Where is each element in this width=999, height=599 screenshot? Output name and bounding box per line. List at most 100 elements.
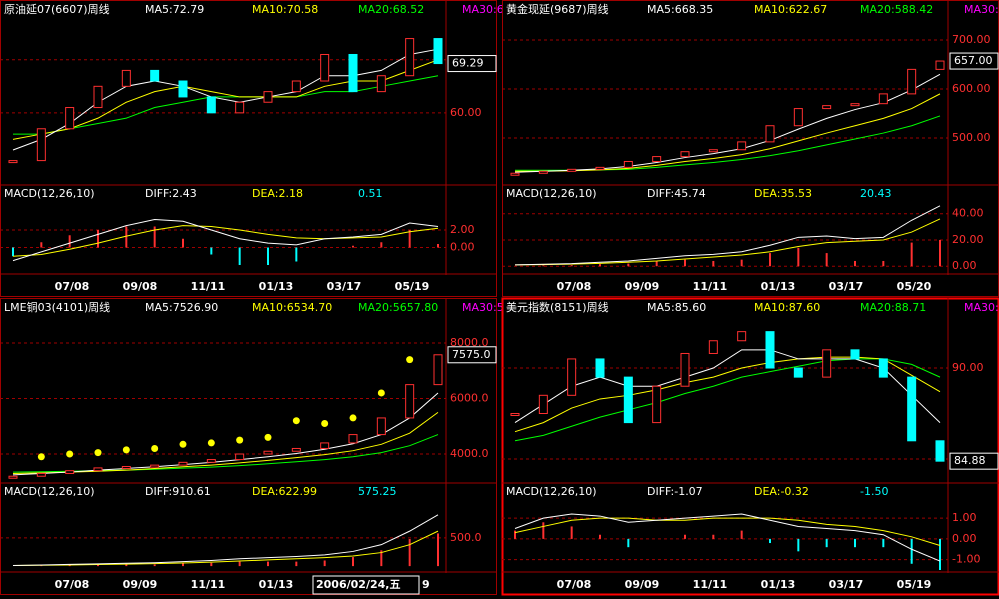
y-tick-label: -1.00 — [952, 553, 980, 566]
x-tick-label: 03/17 — [829, 578, 864, 591]
candle — [8, 160, 18, 164]
candle — [737, 331, 747, 342]
ma-label: MA20:588.42 — [860, 3, 933, 16]
macd-line — [12, 225, 439, 257]
candle — [822, 105, 832, 110]
sar-dot — [37, 453, 45, 461]
ma-label: MA30:5 — [964, 3, 999, 16]
macd-label: DEA:-0.32 — [754, 485, 809, 498]
x-tick-label: 05/20 — [897, 280, 932, 293]
sar-dot — [321, 419, 329, 427]
candle — [595, 358, 605, 378]
y-tick-label: 2.00 — [450, 223, 475, 236]
ma-line — [12, 59, 439, 140]
candle — [348, 434, 358, 444]
x-tick-label: 09/09 — [625, 280, 660, 293]
last-price-box — [949, 52, 999, 70]
y-tick-label: 8000.0 — [450, 336, 489, 349]
candle — [595, 166, 605, 170]
x-tick-label: 09/09 — [625, 578, 660, 591]
panel-border — [0, 0, 497, 297]
panel: 原油延07(6607)周线 MA5:72.79 MA10:70.58 MA20:68.… — [0, 0, 504, 297]
sar-dot — [207, 439, 215, 447]
y-tick-label: 40.00 — [952, 207, 984, 220]
candle — [206, 96, 216, 114]
sar-dot — [349, 414, 357, 422]
x-tick-label: 07/08 — [55, 280, 90, 293]
candle — [765, 331, 775, 369]
ma-label: MA5:668.35 — [647, 3, 713, 16]
macd-line — [514, 517, 941, 547]
candle — [291, 80, 301, 93]
x-tick-label: 03/17 — [829, 280, 864, 293]
macd-label: -1.50 — [860, 485, 888, 498]
panel: LME铜03(4101)周线 MA5:7526.90 MA10:6534.70 MA2… — [0, 298, 504, 595]
ma-label: MA20:5657.80 — [358, 301, 438, 314]
macd-line — [12, 530, 439, 567]
candle — [291, 447, 301, 452]
panel-title: 美元指数(8151)周线 — [506, 300, 609, 314]
x-tick-label: 9 — [422, 578, 430, 591]
candle — [320, 53, 330, 82]
candle — [680, 151, 690, 158]
x-tick-label: 01/13 — [259, 280, 294, 293]
candle — [376, 75, 386, 93]
candle — [178, 461, 188, 466]
candle — [263, 450, 273, 455]
candle — [433, 354, 443, 386]
candle — [235, 453, 245, 461]
y-tick-label: 20.00 — [952, 233, 984, 246]
macd-label: DEA:35.53 — [754, 187, 812, 200]
ma-line — [515, 93, 941, 172]
ma-line — [12, 392, 439, 476]
panel-title: 原油延07(6607)周线 — [4, 2, 110, 16]
x-tick-label: 07/08 — [557, 280, 592, 293]
y-tick-label: 500.0 — [450, 531, 482, 544]
candle — [405, 384, 415, 419]
candle — [121, 466, 131, 470]
sar-dot — [406, 356, 414, 364]
candle — [65, 107, 75, 130]
candle — [793, 108, 803, 127]
y-tick-label: 500.00 — [952, 131, 991, 144]
candle — [567, 358, 577, 396]
sar-dot — [66, 450, 74, 458]
sar-dot — [236, 436, 244, 444]
ma-label: MA5:72.79 — [145, 3, 204, 16]
last-price-box — [447, 346, 497, 364]
macd-label: MACD(12,26,10) — [4, 187, 95, 200]
x-tick-label: 07/08 — [55, 578, 90, 591]
candle — [538, 394, 548, 415]
candle — [36, 472, 46, 477]
last-price-box — [949, 452, 999, 470]
ma-label: MA5:7526.90 — [145, 301, 218, 314]
y-tick-label: 1.00 — [952, 511, 977, 524]
ma-label: MA20:88.71 — [860, 301, 926, 314]
sar-dot — [151, 444, 159, 452]
x-tick-label: 09/09 — [123, 578, 158, 591]
y-tick-label: 0.00 — [450, 241, 475, 254]
macd-label: DEA:2.18 — [252, 187, 303, 200]
ma-label: MA20:68.52 — [358, 3, 424, 16]
candle — [150, 464, 160, 468]
candle — [878, 93, 888, 105]
candle — [907, 68, 917, 95]
macd-line — [514, 218, 941, 266]
panel-border — [0, 298, 497, 595]
macd-label: MACD(12,26,10) — [4, 485, 95, 498]
ma-line — [514, 358, 941, 442]
candle — [150, 69, 160, 82]
candle — [405, 38, 415, 77]
ma-line — [12, 434, 439, 473]
candle — [907, 376, 917, 442]
ma-label: MA5:85.60 — [647, 301, 706, 314]
macd-label: DEA:622.99 — [252, 485, 317, 498]
last-price: 7575.0 — [452, 348, 491, 361]
last-price-box — [447, 55, 497, 73]
x-tick-label: 07/08 — [557, 578, 592, 591]
ma-line — [12, 48, 439, 151]
candle — [235, 101, 245, 114]
y-tick-label: 700.00 — [952, 33, 991, 46]
candle — [510, 413, 520, 417]
cursor-box — [312, 575, 420, 595]
